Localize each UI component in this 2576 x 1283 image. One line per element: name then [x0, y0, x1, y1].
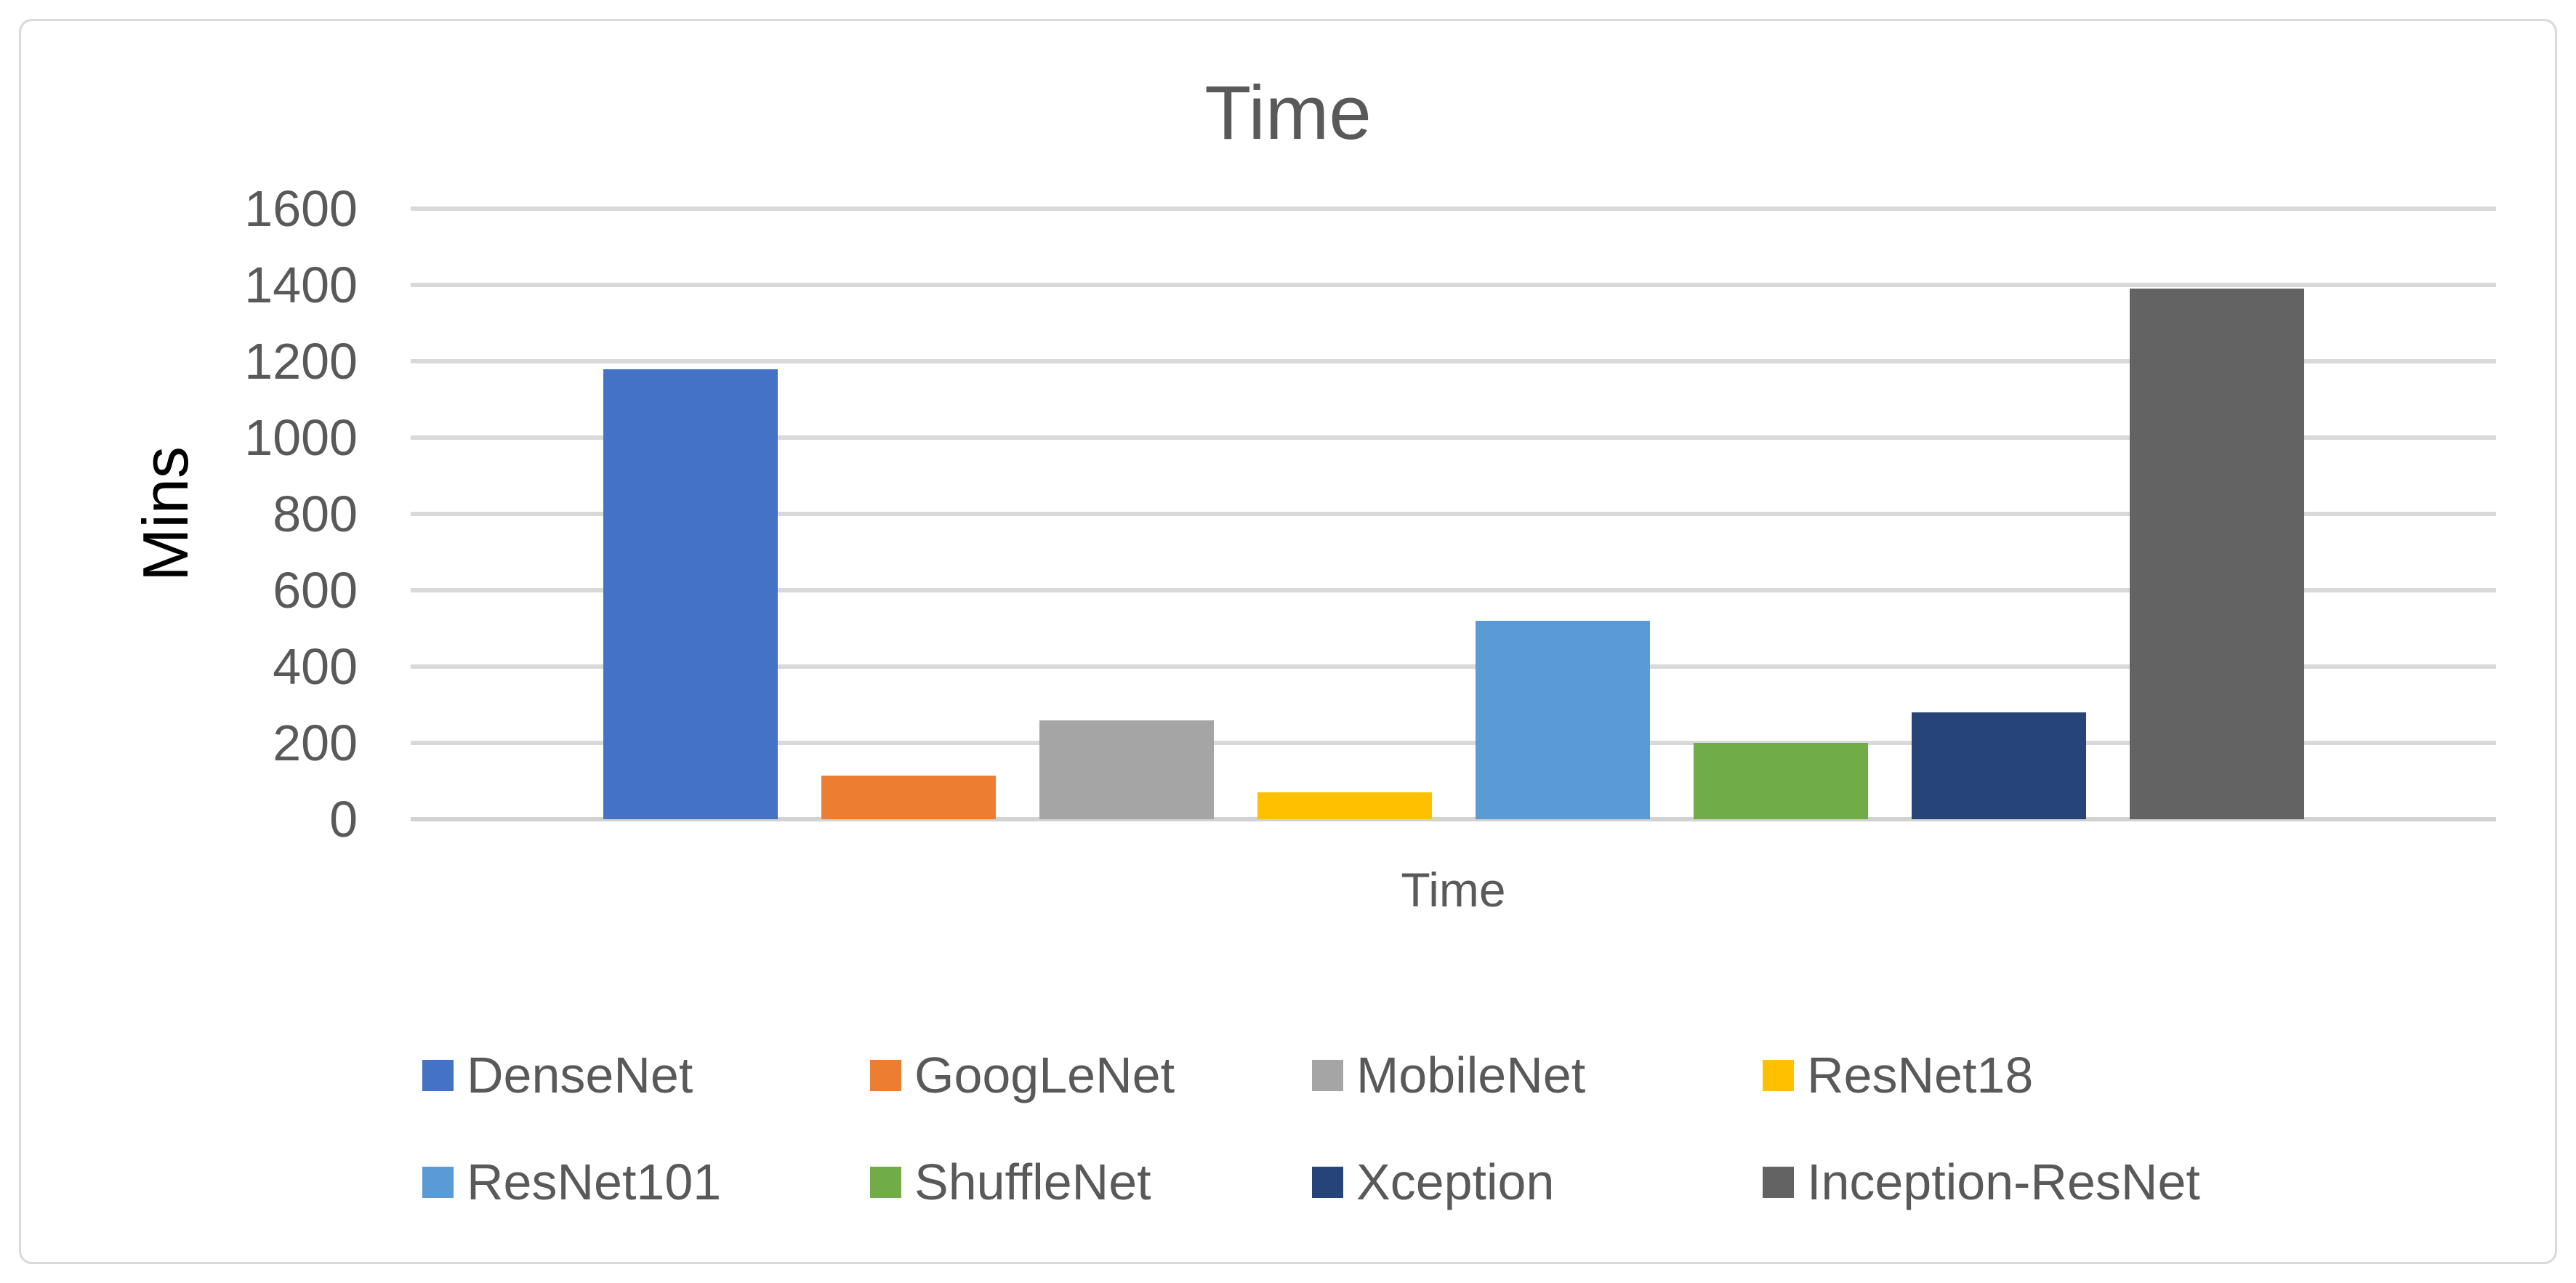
legend-label: ShuffleNet	[914, 1154, 1151, 1210]
legend-swatch-icon	[1312, 1059, 1343, 1091]
legend-label: Inception-ResNet	[1807, 1154, 2200, 1210]
gridline-1000	[411, 435, 2496, 440]
bar-googlenet	[821, 775, 996, 819]
legend-item-inception-resnet: Inception-ResNet	[1763, 1149, 2200, 1215]
y-tick-label-400: 400	[273, 638, 358, 695]
bar-resnet101	[1475, 621, 1650, 819]
bar-mobilenet	[1039, 720, 1214, 819]
gridline-200	[411, 741, 2496, 745]
y-tick-label-1000: 1000	[244, 409, 358, 466]
x-axis-title: Time	[1401, 863, 1506, 917]
legend-item-resnet18: ResNet18	[1763, 1042, 2033, 1108]
bar-shufflenet	[1693, 743, 1868, 819]
y-tick-label-1600: 1600	[244, 180, 358, 237]
legend-item-densenet: DenseNet	[422, 1042, 693, 1108]
gridline-400	[411, 664, 2496, 669]
legend-swatch-icon	[1763, 1166, 1794, 1198]
legend-item-shufflenet: ShuffleNet	[870, 1149, 1151, 1215]
gridline-0	[411, 817, 2496, 821]
y-tick-label-600: 600	[273, 562, 358, 619]
bar-inception-resnet	[2129, 289, 2304, 819]
legend-swatch-icon	[1763, 1059, 1794, 1091]
legend-swatch-icon	[422, 1166, 454, 1198]
legend-label: DenseNet	[467, 1047, 693, 1103]
legend-swatch-icon	[1312, 1166, 1343, 1198]
legend-label: ResNet101	[467, 1154, 722, 1210]
legend-label: GoogLeNet	[914, 1047, 1175, 1103]
y-tick-label-200: 200	[273, 715, 358, 771]
y-tick-label-1400: 1400	[244, 257, 358, 313]
legend-label: ResNet18	[1807, 1047, 2034, 1103]
bar-densenet	[603, 369, 778, 819]
y-tick-label-800: 800	[273, 486, 358, 542]
legend-swatch-icon	[870, 1166, 901, 1198]
bar-xception	[1911, 712, 2086, 819]
legend-item-xception: Xception	[1312, 1149, 1554, 1215]
legend-label: MobileNet	[1356, 1047, 1586, 1103]
gridline-600	[411, 588, 2496, 592]
gridline-1400	[411, 283, 2496, 287]
gridline-800	[411, 512, 2496, 516]
bar-resnet18	[1257, 792, 1432, 819]
legend-label: Xception	[1356, 1154, 1555, 1210]
legend-item-mobilenet: MobileNet	[1312, 1042, 1585, 1108]
legend-item-googlenet: GoogLeNet	[870, 1042, 1175, 1108]
chart-title: Time	[1204, 71, 1372, 156]
y-tick-label-0: 0	[329, 791, 358, 848]
legend-swatch-icon	[422, 1059, 454, 1091]
gridline-1600	[411, 206, 2496, 211]
legend-item-resnet101: ResNet101	[422, 1149, 721, 1215]
y-tick-label-1200: 1200	[244, 333, 358, 390]
legend-swatch-icon	[870, 1059, 901, 1091]
gridline-1200	[411, 359, 2496, 363]
